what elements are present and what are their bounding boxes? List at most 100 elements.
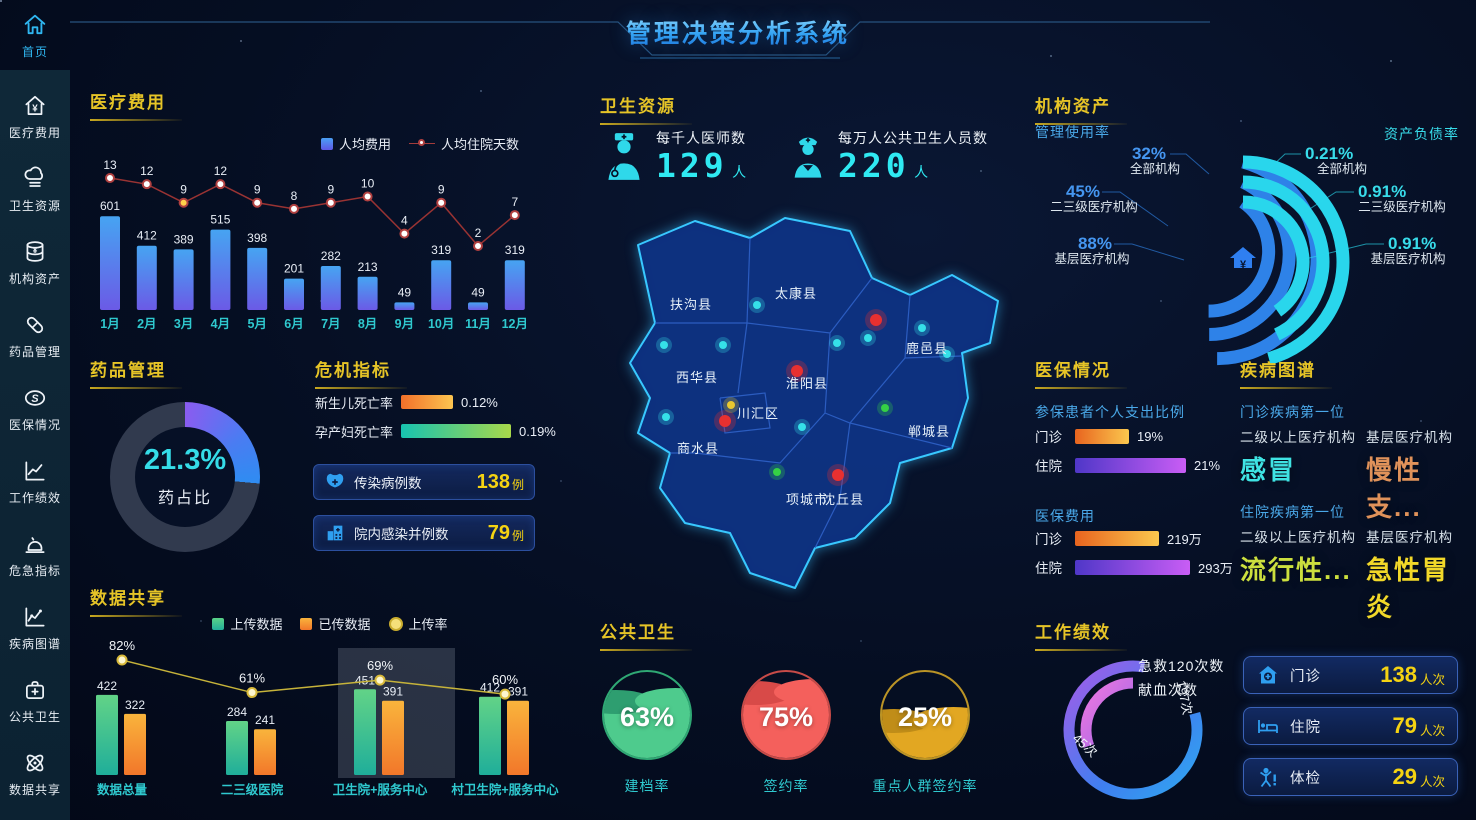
svg-text:213: 213 xyxy=(358,260,378,274)
legend-item-uploaded-data[interactable]: 已传数据 xyxy=(300,614,371,633)
line-chart-icon xyxy=(25,460,45,481)
svg-text:9: 9 xyxy=(180,183,187,197)
top-inpatient-disease: 流行性... xyxy=(1240,555,1352,585)
outpatient-insurance-cost-row: 门诊 219万 xyxy=(1035,530,1202,547)
svg-text:32%: 32% xyxy=(1132,144,1166,163)
svg-text:0.91%: 0.91% xyxy=(1388,234,1436,253)
svg-text:391: 391 xyxy=(508,685,528,699)
section-title-medical-cost: 医疗费用 xyxy=(90,88,182,121)
legend-item-avg-cost[interactable]: 人均费用 xyxy=(320,134,391,153)
svg-text:49: 49 xyxy=(398,285,412,299)
section-title-drug-management: 药品管理 xyxy=(90,356,182,389)
insurance-group1-subtitle: 参保患者个人支出比例 xyxy=(1035,404,1185,420)
section-title-institution-asset: 机构资产 xyxy=(1035,92,1127,125)
stat-unit: 人 xyxy=(914,164,929,180)
svg-text:1月: 1月 xyxy=(100,317,119,331)
section-title-data-share: 数据共享 xyxy=(90,584,182,617)
sidebar-item-label: 危急指标 xyxy=(8,563,61,578)
outpatient-cost-bar xyxy=(1075,530,1159,546)
house-yuan-icon xyxy=(1230,247,1256,268)
checkup-count-card: 体检 29 人次 xyxy=(1243,758,1458,796)
sidebar-item-medical-cost[interactable]: ¥ 医疗费用 xyxy=(0,80,70,153)
sidebar-item-public-health[interactable]: 公共卫生 xyxy=(0,664,70,737)
header-frame-decoration xyxy=(70,21,1210,59)
svg-text:4月: 4月 xyxy=(211,317,230,331)
maternal-mortality-bar xyxy=(401,424,511,438)
outpatient-expense-ratio-row: 门诊 19% xyxy=(1035,428,1164,445)
svg-text:¥: ¥ xyxy=(33,245,38,255)
sidebar-item-health-resource[interactable]: 卫生资源 xyxy=(0,153,70,226)
public-health-staff-stat: 每万人公共卫生人员数 220 人 xyxy=(788,128,988,184)
medical-cost-legend: 人均费用 人均住院天数 xyxy=(290,134,550,153)
svg-text:8月: 8月 xyxy=(358,317,377,331)
svg-text:60%: 60% xyxy=(492,672,518,687)
sidebar-item-label: 卫生资源 xyxy=(8,198,61,213)
nurse-icon xyxy=(794,137,822,178)
insurance-s-icon: S xyxy=(24,389,46,406)
svg-text:鹿邑县: 鹿邑县 xyxy=(906,341,948,356)
svg-text:项城市: 项城市 xyxy=(786,492,828,507)
first-aid-kit-icon xyxy=(26,680,44,699)
inpatient-count-card: 住院 79 人次 xyxy=(1243,707,1458,745)
scatter-chart-icon xyxy=(25,606,45,627)
org-label: 二级以上医疗机构 xyxy=(1240,430,1356,445)
liquid-fill xyxy=(604,688,690,758)
svg-text:9: 9 xyxy=(327,183,334,197)
svg-text:基层医疗机构: 基层医疗机构 xyxy=(1054,251,1129,266)
sidebar-item-disease-map[interactable]: 疾病图谱 xyxy=(0,591,70,664)
page-title: 管理决策分析系统 xyxy=(0,14,1476,50)
sidebar-item-work-performance[interactable]: 工作绩效 xyxy=(0,445,70,518)
svg-text:2月: 2月 xyxy=(137,317,156,331)
sidebar-item-home[interactable]: 首页 xyxy=(0,6,70,64)
svg-text:11月: 11月 xyxy=(465,317,491,331)
legend-item-upload-data[interactable]: 上传数据 xyxy=(212,614,282,633)
svg-text:卫生院+服务中心: 卫生院+服务中心 xyxy=(333,782,428,797)
svg-text:二三级医院: 二三级医院 xyxy=(221,782,284,797)
svg-text:88%: 88% xyxy=(1078,234,1112,253)
hospital-infection-card: 院内感染并例数 79 例 xyxy=(313,515,535,551)
blood-donation-label: 献血次数 xyxy=(1138,682,1198,698)
medical-cost-chart: 6011月4122月3893月5154月3985月2016月2827月2138月… xyxy=(100,158,528,331)
sidebar-item-label: 药品管理 xyxy=(8,344,61,359)
cloud-icon xyxy=(24,166,44,187)
svg-text:319: 319 xyxy=(505,243,525,257)
svg-text:391: 391 xyxy=(383,685,403,699)
atom-icon xyxy=(26,754,44,771)
yellow-dot-marker xyxy=(388,616,403,631)
svg-text:12: 12 xyxy=(140,164,154,178)
sidebar-item-institution-asset[interactable]: ¥ 机构资产 xyxy=(0,226,70,299)
org-label: 基层医疗机构 xyxy=(1366,530,1453,545)
gauge-label: 重点人群签约率 xyxy=(872,778,978,794)
svg-text:45%: 45% xyxy=(1066,182,1100,201)
sidebar-item-critical-indicator[interactable]: 危急指标 xyxy=(0,518,70,591)
svg-text:¥: ¥ xyxy=(32,103,38,114)
top-outpatient-disease: 感冒 xyxy=(1240,455,1297,485)
svg-text:郸城县: 郸城县 xyxy=(908,424,950,439)
insurance-group2-subtitle: 医保费用 xyxy=(1035,508,1095,524)
sidebar-item-medical-insurance[interactable]: S 医保情况 xyxy=(0,372,70,445)
key-group-sign-rate-gauge: 25% xyxy=(880,670,970,760)
rescue-calls-arc xyxy=(1063,660,1203,800)
stat-value: 129 xyxy=(656,146,728,185)
svg-text:82%: 82% xyxy=(109,638,135,653)
mask-icon xyxy=(326,473,344,488)
section-title-crisis: 危机指标 xyxy=(315,356,407,389)
svg-text:284: 284 xyxy=(227,705,247,719)
svg-text:61%: 61% xyxy=(239,671,265,686)
sidebar-item-label: 公共卫生 xyxy=(8,709,61,724)
gauge-label: 签约率 xyxy=(763,778,809,794)
svg-text:5月: 5月 xyxy=(247,317,266,331)
legend-item-avg-stay-days[interactable]: 人均住院天数 xyxy=(409,134,519,153)
svg-text:二三级医疗机构: 二三级医疗机构 xyxy=(1358,199,1446,214)
stat-unit: 人 xyxy=(732,164,747,180)
svg-text:全部机构: 全部机构 xyxy=(1317,161,1367,176)
sidebar-item-drug-management[interactable]: 药品管理 xyxy=(0,299,70,372)
legend-item-upload-rate[interactable]: 上传率 xyxy=(388,614,448,633)
drug-ratio-value: 21.3% xyxy=(143,444,227,476)
svg-text:太康县: 太康县 xyxy=(775,286,817,301)
performance-ring-chart xyxy=(1063,660,1203,800)
svg-text:二三级医疗机构: 二三级医疗机构 xyxy=(1050,199,1138,214)
sidebar-item-data-share[interactable]: 数据共享 xyxy=(0,737,70,810)
